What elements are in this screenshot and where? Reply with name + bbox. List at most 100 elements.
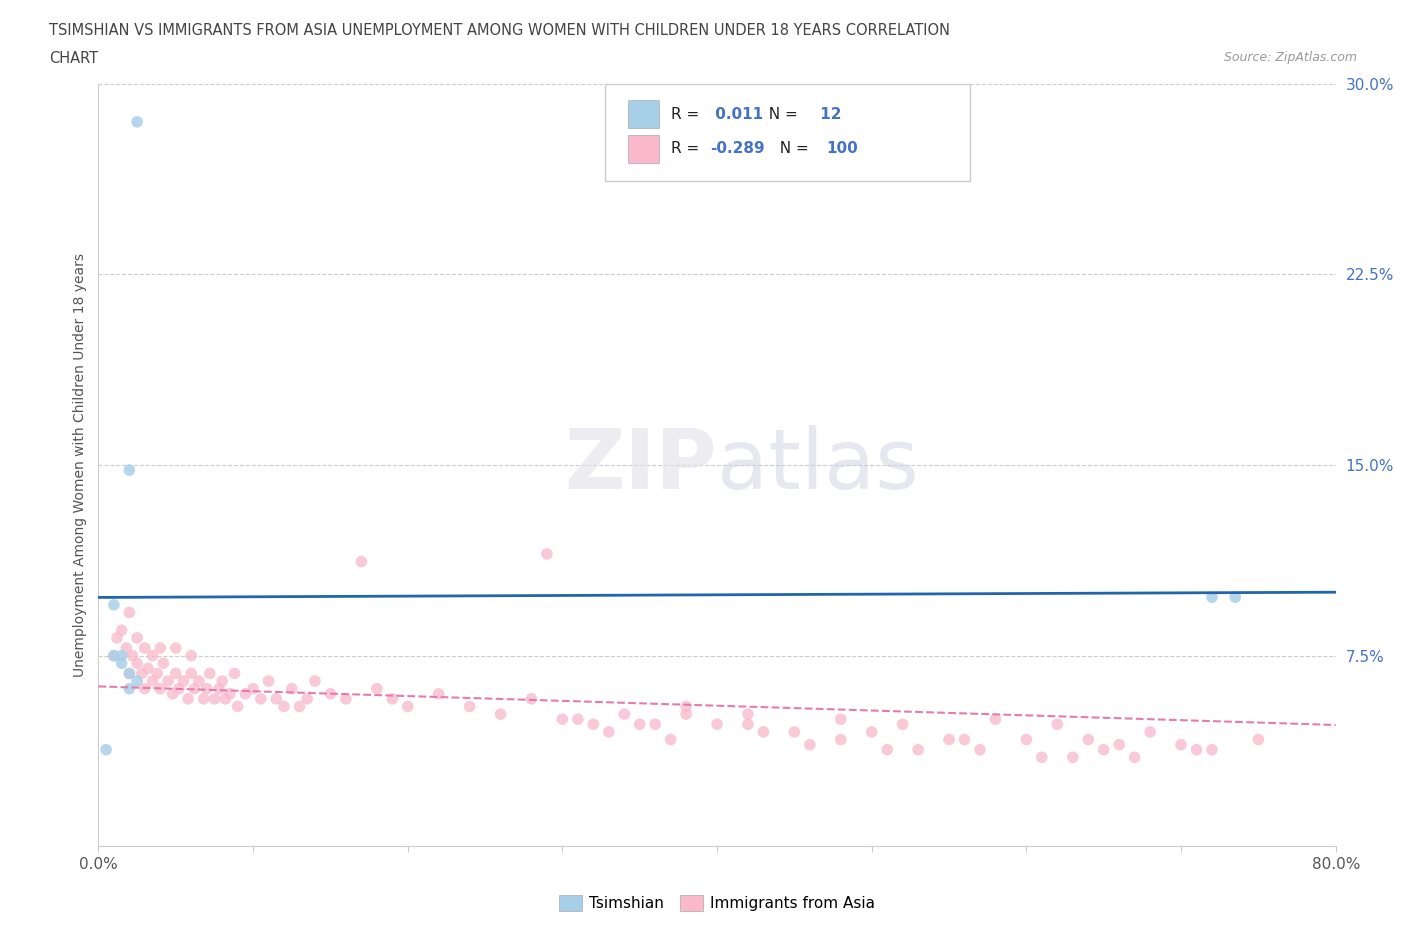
Point — [211, 673, 233, 688]
Point — [167, 682, 190, 697]
Point — [204, 691, 226, 706]
Point — [799, 737, 821, 752]
Point — [242, 682, 264, 697]
Point — [188, 673, 211, 688]
Point — [103, 597, 125, 612]
Text: -0.289: -0.289 — [710, 141, 765, 156]
Point — [1139, 724, 1161, 739]
Point — [659, 732, 682, 747]
Point — [551, 711, 574, 726]
Point — [1015, 732, 1038, 747]
Point — [134, 641, 156, 656]
Point — [675, 699, 697, 714]
Point — [582, 717, 605, 732]
Point — [127, 656, 149, 671]
Point — [214, 691, 236, 706]
Text: ZIP: ZIP — [565, 424, 717, 506]
Point — [103, 648, 125, 663]
Text: CHART: CHART — [49, 51, 98, 66]
Point — [938, 732, 960, 747]
Point — [180, 666, 202, 681]
Point — [628, 717, 651, 732]
Point — [458, 699, 481, 714]
Point — [195, 682, 218, 697]
Point — [288, 699, 311, 714]
Point — [118, 605, 141, 620]
Point — [644, 717, 666, 732]
Point — [165, 641, 187, 656]
Point — [149, 641, 172, 656]
Point — [105, 631, 128, 645]
Point — [157, 673, 180, 688]
Point — [598, 724, 620, 739]
Point — [830, 732, 852, 747]
Point — [396, 699, 419, 714]
Point — [1201, 742, 1223, 757]
Point — [969, 742, 991, 757]
Point — [264, 691, 288, 706]
Point — [208, 682, 231, 697]
Point — [1031, 750, 1053, 764]
Point — [146, 666, 169, 681]
Point — [250, 691, 273, 706]
Point — [111, 656, 132, 671]
Point — [193, 691, 215, 706]
Point — [219, 686, 242, 701]
Point — [752, 724, 775, 739]
Point — [335, 691, 357, 706]
Point — [1185, 742, 1208, 757]
Point — [737, 707, 759, 722]
Point — [127, 114, 149, 129]
Text: 12: 12 — [815, 107, 842, 122]
Text: 0.011: 0.011 — [710, 107, 763, 122]
Legend: Tsimshian, Immigrants from Asia: Tsimshian, Immigrants from Asia — [560, 895, 875, 911]
Point — [489, 707, 512, 722]
Point — [111, 648, 132, 663]
Text: R =: R = — [671, 107, 704, 122]
Point — [131, 666, 153, 681]
Point — [121, 648, 143, 663]
Point — [860, 724, 883, 739]
Text: N =: N = — [759, 107, 803, 122]
Point — [149, 682, 172, 697]
Point — [381, 691, 404, 706]
Text: 100: 100 — [827, 141, 859, 156]
Point — [427, 686, 450, 701]
Point — [127, 673, 149, 688]
Text: R =: R = — [671, 141, 704, 156]
Point — [136, 661, 159, 676]
Point — [675, 707, 697, 722]
Point — [536, 547, 558, 562]
Text: atlas: atlas — [717, 424, 918, 506]
Point — [520, 691, 543, 706]
Point — [830, 711, 852, 726]
Point — [1108, 737, 1130, 752]
Point — [1247, 732, 1270, 747]
Point — [783, 724, 806, 739]
Point — [172, 673, 194, 688]
Point — [1123, 750, 1146, 764]
Point — [304, 673, 326, 688]
Point — [115, 641, 138, 656]
Point — [613, 707, 636, 722]
Point — [737, 717, 759, 732]
Point — [273, 699, 295, 714]
Point — [1201, 590, 1223, 604]
Point — [134, 682, 156, 697]
Text: Source: ZipAtlas.com: Source: ZipAtlas.com — [1223, 51, 1357, 64]
Point — [1223, 590, 1247, 604]
Point — [984, 711, 1007, 726]
Point — [183, 682, 205, 697]
Point — [165, 666, 187, 681]
Text: N =: N = — [770, 141, 814, 156]
Point — [891, 717, 914, 732]
Point — [118, 666, 141, 681]
Point — [567, 711, 589, 726]
Point — [141, 648, 165, 663]
Point — [162, 686, 184, 701]
Point — [118, 462, 141, 477]
Point — [907, 742, 929, 757]
Point — [1077, 732, 1099, 747]
Point — [1046, 717, 1069, 732]
Point — [366, 682, 388, 697]
